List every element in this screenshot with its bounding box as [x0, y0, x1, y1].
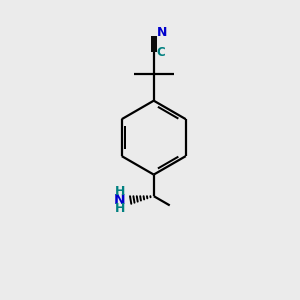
- Text: N: N: [157, 26, 167, 39]
- Text: N: N: [114, 193, 126, 207]
- Text: H: H: [115, 185, 125, 198]
- Text: C: C: [157, 46, 166, 59]
- Text: H: H: [115, 202, 125, 215]
